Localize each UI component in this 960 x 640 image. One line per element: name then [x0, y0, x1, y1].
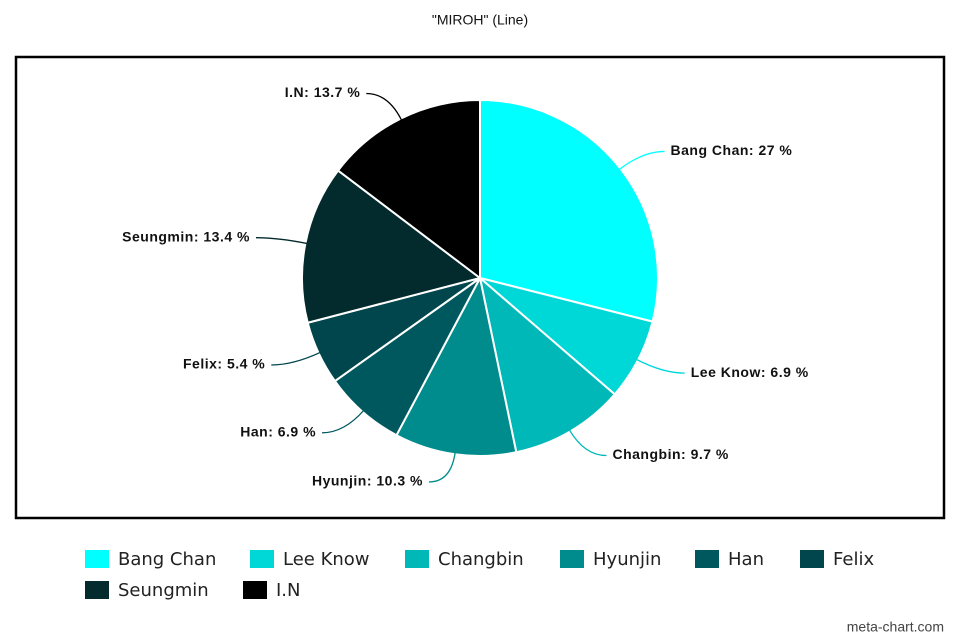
leader-line: [618, 150, 665, 171]
legend-swatch: [250, 550, 274, 568]
data-label: Hyunjin: 10.3 %: [312, 473, 423, 489]
legend-label: Han: [728, 549, 764, 570]
legend-label: Bang Chan: [118, 549, 216, 570]
legend-swatch: [243, 581, 267, 599]
legend-swatch: [800, 550, 824, 568]
data-label: Changbin: 9.7 %: [612, 446, 728, 462]
legend-label: Seungmin: [118, 580, 209, 601]
leader-line: [322, 409, 365, 434]
data-label: Seungmin: 13.4 %: [122, 228, 250, 244]
leader-line: [635, 358, 685, 374]
legend-label: Hyunjin: [593, 549, 661, 570]
legend-swatch: [85, 581, 109, 599]
leader-line: [428, 452, 456, 483]
data-label: I.N: 13.7 %: [285, 84, 361, 100]
leader-line: [255, 237, 308, 245]
legend-swatch: [405, 550, 429, 568]
credit: meta-chart.com: [847, 619, 944, 635]
leader-line: [366, 92, 403, 121]
legend-label: Changbin: [438, 549, 524, 570]
data-label: Han: 6.9 %: [240, 423, 316, 439]
chart-title: "MIROH" (Line): [432, 12, 528, 28]
legend-swatch: [695, 550, 719, 568]
legend-label: I.N: [276, 580, 301, 601]
data-label: Bang Chan: 27 %: [671, 142, 793, 158]
leader-line: [568, 429, 607, 457]
legend-swatch: [560, 550, 584, 568]
legend-label: Lee Know: [283, 549, 370, 570]
leader-line: [271, 351, 321, 366]
legend-swatch: [85, 550, 109, 568]
data-label: Felix: 5.4 %: [183, 356, 265, 372]
data-label: Lee Know: 6.9 %: [691, 364, 809, 380]
legend-label: Felix: [833, 549, 874, 570]
